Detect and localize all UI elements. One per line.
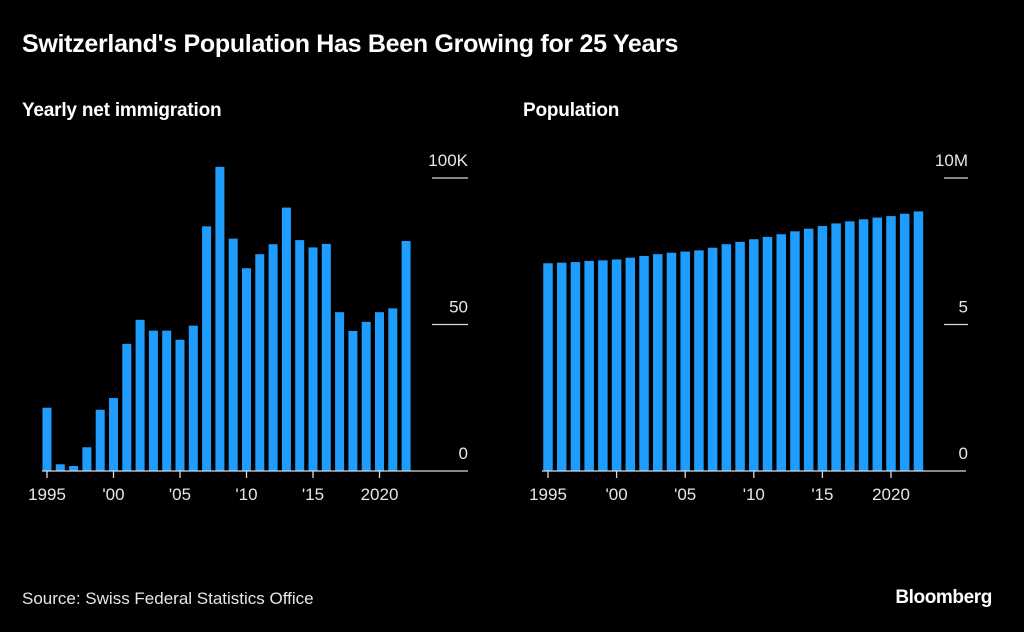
immigration-bar-2019 [361,321,371,471]
immigration-bar-2015 [308,247,318,471]
immigration-bar-2008 [215,166,225,471]
immigration-bar-2017 [335,312,345,471]
population-bar-2005 [680,251,690,471]
immigration-bar-2018 [348,330,358,471]
immigration-y-tick-label: 100K [428,151,468,170]
population-x-tick-label: '15 [811,485,833,504]
immigration-y-tick-label: 0 [459,444,468,463]
immigration-bar-2000 [109,398,118,471]
population-bar-2007 [707,247,718,471]
population-x-tick-label: 2020 [872,485,910,504]
bloomberg-logo: Bloomberg [895,587,992,608]
population-y-tick-label: 5 [959,298,968,317]
population-bar-2014 [803,228,814,471]
population-bar-1999 [598,260,608,471]
population-bar-2019 [872,217,883,471]
population-bar-2016 [831,223,841,471]
immigration-bar-2001 [122,343,132,471]
immigration-x-tick-label: 2020 [361,485,399,504]
population-x-tick-label: '00 [606,485,628,504]
population-bar-2015 [817,226,828,471]
population-bar-2008 [721,244,732,471]
population-bar-2021 [899,213,910,471]
immigration-bar-2021 [388,308,398,471]
immigration-bar-1998 [82,447,92,471]
immigration-x-tick-label: 1995 [28,485,66,504]
immigration-bar-1995 [42,407,52,471]
immigration-bar-2006 [188,325,198,471]
population-bar-2012 [776,234,786,471]
population-bar-2003 [653,254,663,471]
immigration-bar-2011 [255,254,265,471]
population-bar-2010 [749,239,759,471]
population-bar-1997 [570,262,581,471]
population-bar-1996 [556,262,567,471]
population-bar-2011 [762,236,773,471]
population-bar-2006 [694,250,704,471]
immigration-x-tick-label: '10 [235,485,257,504]
immigration-bar-1999 [95,409,105,471]
immigration-chart-title: Yearly net immigration [22,100,222,121]
immigration-bar-2016 [321,243,331,471]
population-bar-2013 [790,231,800,471]
population-bar-1995 [543,263,553,471]
population-x-tick-label: '05 [674,485,696,504]
population-bar-2020 [886,216,896,471]
immigration-bar-2013 [281,207,291,471]
population-bar-2022 [913,211,924,472]
population-y-tick-label: 0 [959,444,968,463]
population-bar-2002 [639,255,649,471]
immigration-bar-2022 [401,240,411,471]
population-bar-1998 [584,260,594,471]
population-bar-2000 [611,259,622,471]
population-bar-2001 [625,257,636,471]
immigration-bar-2004 [162,330,172,471]
immigration-bar-2020 [375,312,384,471]
immigration-bar-2007 [202,226,212,471]
immigration-bar-2002 [135,319,145,471]
population-bar-2018 [858,219,869,471]
immigration-bar-2012 [268,244,278,471]
immigration-x-tick-label: '05 [169,485,191,504]
immigration-bar-2014 [295,240,305,471]
population-bar-2004 [666,252,677,471]
immigration-y-tick-label: 50 [449,298,468,317]
immigration-bar-2003 [148,330,158,471]
population-chart-title: Population [523,100,620,121]
source-note: Source: Swiss Federal Statistics Office [22,589,314,608]
immigration-bar-1997 [69,466,79,471]
population-bar-2009 [735,241,745,471]
immigration-bar-2010 [242,268,251,471]
immigration-bar-2009 [228,238,238,471]
population-bar-2017 [845,221,855,471]
population-y-tick-label: 10M [935,151,968,170]
immigration-bar-1996 [55,464,65,471]
chart-title: Switzerland's Population Has Been Growin… [22,30,679,58]
population-x-tick-label: '10 [743,485,765,504]
immigration-x-tick-label: '00 [102,485,124,504]
population-x-tick-label: 1995 [529,485,567,504]
immigration-bar-2005 [175,339,185,471]
immigration-x-tick-label: '15 [302,485,324,504]
